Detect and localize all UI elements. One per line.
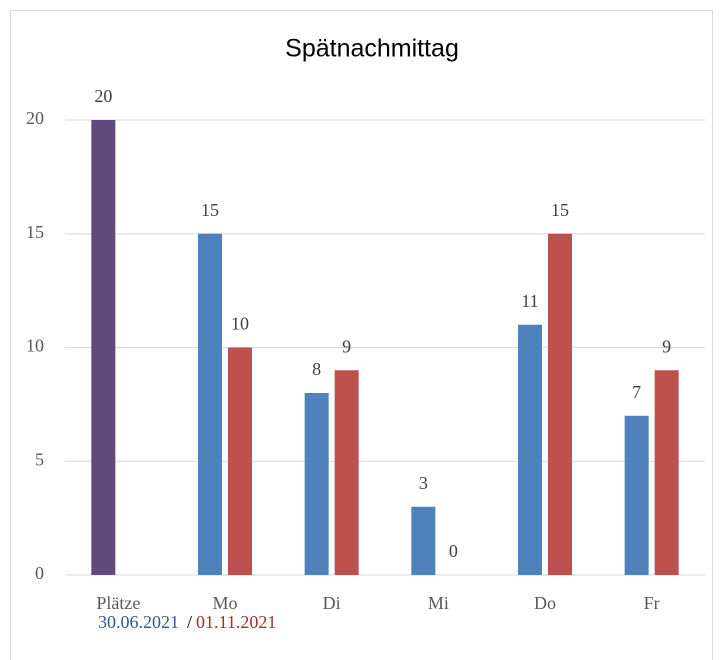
data-label: 11 xyxy=(521,291,538,311)
y-tick-label: 15 xyxy=(26,222,44,242)
chart-border xyxy=(10,10,713,660)
y-tick-label: 0 xyxy=(35,563,44,583)
data-label: 3 xyxy=(419,473,428,493)
bar xyxy=(198,233,222,575)
bar xyxy=(334,370,359,575)
y-tick-label: 5 xyxy=(35,449,44,469)
data-label: 9 xyxy=(342,336,351,356)
y-tick-label: 20 xyxy=(26,108,44,128)
legend-entry: 30.06.2021 xyxy=(98,612,179,632)
legend-entry: 01.11.2021 xyxy=(196,612,276,632)
x-tick-label: Mo xyxy=(212,593,237,613)
y-tick-label: 10 xyxy=(26,336,44,356)
bar xyxy=(304,393,329,575)
x-tick-label: Mi xyxy=(428,593,449,613)
legend-separator: / xyxy=(187,612,192,632)
data-label: 15 xyxy=(551,200,569,220)
x-tick-label: Do xyxy=(534,593,556,613)
x-tick-label: Di xyxy=(323,593,341,613)
x-tick-label: Plätze xyxy=(96,593,140,613)
x-tick-label: Fr xyxy=(644,593,660,613)
chart-title: Spätnachmittag xyxy=(285,35,459,63)
bar xyxy=(654,370,679,575)
data-label: 9 xyxy=(662,336,671,356)
bar xyxy=(518,324,542,575)
data-label: 20 xyxy=(94,86,112,106)
data-label: 8 xyxy=(312,359,321,379)
bar xyxy=(548,233,572,575)
data-label: 10 xyxy=(231,314,249,334)
bar xyxy=(411,506,436,575)
data-label: 7 xyxy=(632,382,641,402)
data-label: 0 xyxy=(449,541,458,561)
bar xyxy=(228,347,252,575)
data-label: 15 xyxy=(201,200,219,220)
legend: 30.06.2021 /01.11.2021 xyxy=(98,612,276,632)
bar xyxy=(91,120,116,575)
bar xyxy=(624,415,649,575)
